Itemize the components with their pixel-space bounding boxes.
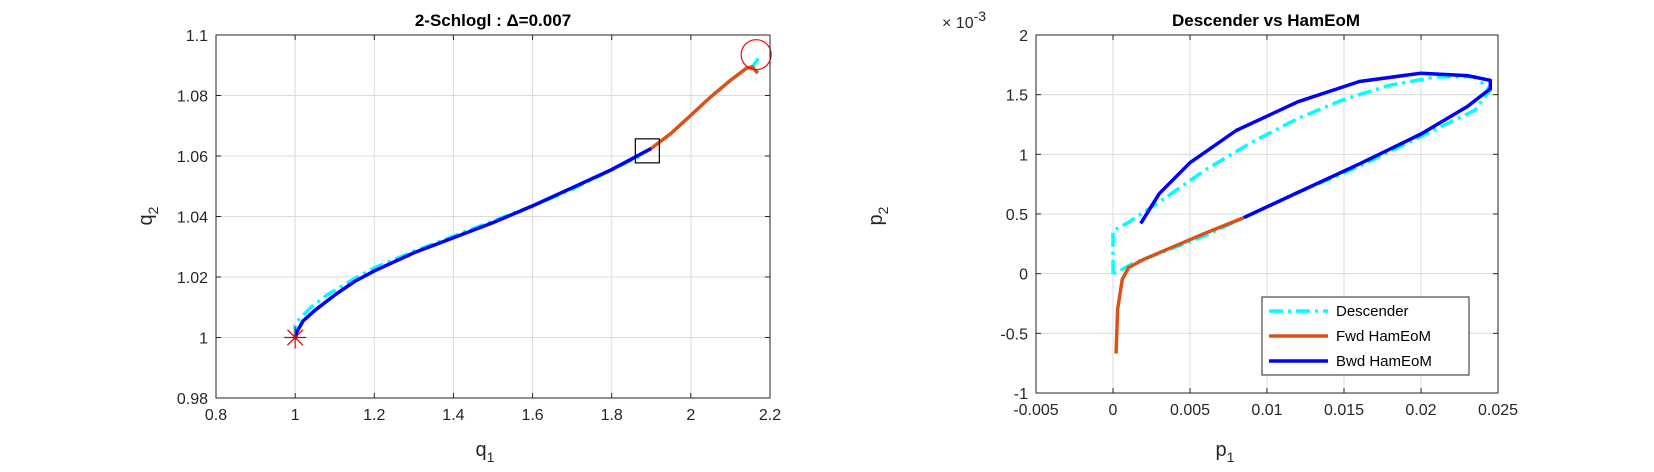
legend: Descender Fwd HamEoM Bwd HamEoM <box>1261 296 1470 376</box>
end-circle-marker <box>740 39 772 71</box>
right-x-tick-label: 0.025 <box>1478 402 1518 419</box>
left-y-tick-label: 1 <box>199 331 208 348</box>
left-x-tick-label: 0.8 <box>205 407 227 424</box>
left-x-tick-label: 1.2 <box>363 407 385 424</box>
left-axes: 0.8 1 1.2 1.4 1.6 1.8 2 2.2 0.98 1 1.02 1.04 1.06 1.0… <box>135 11 781 465</box>
left-x-tick-label: 1 <box>291 407 300 424</box>
right-y-tick-label: -1 <box>1014 386 1028 403</box>
right-y-tick-label: 0.5 <box>1006 207 1028 224</box>
right-y-axis-label: p2 <box>865 206 891 225</box>
left-series-2-line <box>650 65 760 150</box>
right-y-tick-label: 0 <box>1019 267 1028 284</box>
legend-label-bwd-hameom: Bwd HamEoM <box>1336 353 1432 370</box>
left-y-tick-label: 1.1 <box>186 28 208 45</box>
left-x-tick-label: 1.6 <box>521 407 543 424</box>
right-y-tick-label: 2 <box>1019 28 1028 45</box>
left-y-tick-label: 1.08 <box>177 89 208 106</box>
legend-label-descender: Descender <box>1336 303 1409 320</box>
left-y-tick-label: 1.02 <box>177 270 208 287</box>
left-y-tick-label: 1.06 <box>177 149 208 166</box>
right-y-tick-label: -0.5 <box>1000 326 1028 343</box>
right-x-tick-label: 0.02 <box>1405 402 1436 419</box>
y-exponent-label: × 10-3 <box>942 8 986 32</box>
left-x-tick-label: 1.4 <box>442 407 464 424</box>
right-x-tick-label: -0.005 <box>1013 402 1058 419</box>
left-x-tick-label: 2 <box>686 407 695 424</box>
switch-square-marker <box>634 138 660 164</box>
right-series-descender-line <box>1111 75 1493 276</box>
right-x-axis-label: p1 <box>1216 439 1235 465</box>
start-asterisk-marker <box>284 326 307 349</box>
left-y-tick-label: 1.04 <box>177 210 208 227</box>
right-chart-title: Descender vs HamEoM <box>1172 11 1360 30</box>
right-x-tick-label: 0.005 <box>1170 402 1210 419</box>
left-chart-title: 2-Schlogl : Δ=0.007 <box>415 11 571 30</box>
left-y-tick-label: 0.98 <box>177 391 208 408</box>
left-y-axis-label: q2 <box>135 206 161 225</box>
legend-label-fwd-hameom: Fwd HamEoM <box>1336 328 1431 345</box>
right-series-fwd-hameom-line <box>1114 215 1245 354</box>
right-y-tick-label: 1.5 <box>1006 88 1028 105</box>
left-x-tick-label: 1.8 <box>601 407 623 424</box>
left-x-tick-label: 2.2 <box>759 407 781 424</box>
right-x-tick-label: 0.015 <box>1324 402 1364 419</box>
right-x-tick-label: 0.01 <box>1251 402 1282 419</box>
left-series-3-line <box>293 146 653 340</box>
right-axes: -0.005 0 0.005 0.01 0.015 0.02 0.025 -1 -0.5 0 0.5… <box>865 8 1518 465</box>
left-x-axis-label: q1 <box>476 439 495 465</box>
right-y-tick-label: 1 <box>1019 147 1028 164</box>
right-x-tick-label: 0 <box>1109 402 1118 419</box>
right-series-bwd-hameom-line <box>1139 71 1493 225</box>
left-series-0-line <box>293 152 645 339</box>
